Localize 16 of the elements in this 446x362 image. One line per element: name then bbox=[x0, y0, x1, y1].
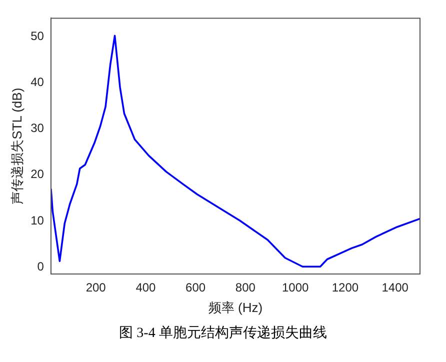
x-tick-label: 800 bbox=[235, 280, 256, 295]
x-tick-label: 600 bbox=[186, 280, 206, 295]
caption: 图 3-4 单胞元结构声传递损失曲线 bbox=[118, 324, 328, 342]
x-tick-label: 1000 bbox=[282, 280, 309, 295]
y-tick-label: 40 bbox=[30, 75, 44, 90]
x-tick-label: 1200 bbox=[332, 280, 359, 295]
x-tick-label: 1400 bbox=[382, 280, 409, 295]
x-tick-label: 400 bbox=[136, 280, 156, 295]
y-tick-label: 30 bbox=[30, 121, 44, 136]
x-tick-label: 200 bbox=[86, 280, 106, 295]
y-axis-title: 声传递损失STL (dB) bbox=[9, 88, 24, 204]
y-tick-label: 20 bbox=[30, 167, 44, 182]
y-tick-label: 50 bbox=[30, 28, 44, 43]
y-tick-label: 10 bbox=[30, 213, 44, 228]
y-tick-label: 0 bbox=[37, 259, 44, 274]
x-axis-title: 频率 (Hz) bbox=[208, 300, 263, 315]
